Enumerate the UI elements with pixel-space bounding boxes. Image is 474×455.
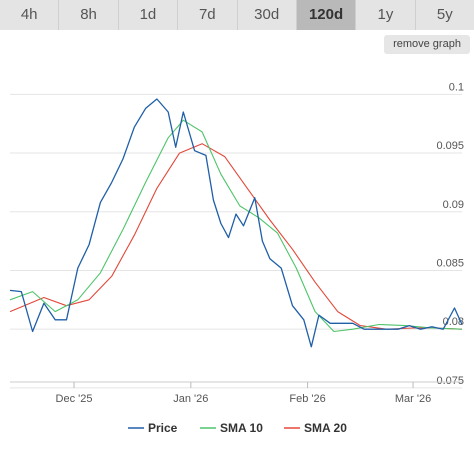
y-tick-label: 0.085 bbox=[436, 257, 464, 269]
y-tick-label: 0.09 bbox=[443, 199, 464, 211]
timeframe-tabs: 4h 8h 1d 7d 30d 120d 1y 5y bbox=[0, 0, 474, 30]
tab-8h[interactable]: 8h bbox=[59, 0, 119, 30]
price-line bbox=[9, 98, 463, 348]
x-tick-label: Feb '26 bbox=[289, 393, 325, 405]
legend-price-label: Price bbox=[148, 421, 178, 435]
y-tick-label: 0.075 bbox=[436, 375, 464, 387]
sma-10-line bbox=[9, 119, 463, 333]
tab-4h[interactable]: 4h bbox=[0, 0, 60, 30]
y-tick-label: 0.095 bbox=[436, 140, 464, 152]
x-tick-label: Mar '26 bbox=[395, 393, 431, 405]
x-tick-label: Jan '26 bbox=[173, 393, 208, 405]
remove-graph-button[interactable]: remove graph bbox=[384, 35, 470, 54]
x-tick-label: Dec '25 bbox=[56, 393, 93, 405]
legend-sma-10-label: SMA 10 bbox=[220, 421, 263, 435]
sma-20-line bbox=[9, 143, 463, 330]
y-tick-label: 0.1 bbox=[449, 81, 464, 93]
tab-30d[interactable]: 30d bbox=[238, 0, 297, 30]
tab-1d[interactable]: 1d bbox=[119, 0, 179, 30]
tab-1y[interactable]: 1y bbox=[356, 0, 416, 30]
legend-sma-20-label: SMA 20 bbox=[304, 421, 347, 435]
tab-5y[interactable]: 5y bbox=[436, 6, 453, 23]
tab-120d[interactable]: 120d bbox=[296, 0, 357, 30]
tab-7d[interactable]: 7d bbox=[178, 0, 238, 30]
